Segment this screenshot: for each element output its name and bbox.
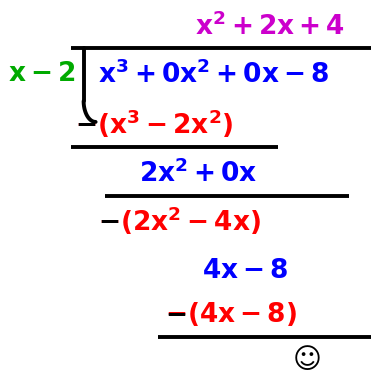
Text: $\mathbf{-(2x^2 - 4x)}$: $\mathbf{-(2x^2 - 4x)}$	[98, 205, 260, 237]
Text: $\mathbf{-}$: $\mathbf{-}$	[98, 208, 119, 234]
Text: $\mathbf{x^2 + 2x + 4}$: $\mathbf{x^2 + 2x + 4}$	[195, 13, 345, 41]
Text: $\mathbf{-(x^3 - 2x^2)}$: $\mathbf{-(x^3 - 2x^2)}$	[75, 107, 233, 140]
Text: $\mathbf{-}$: $\mathbf{-}$	[75, 111, 96, 137]
Text: $\mathbf{-}$: $\mathbf{-}$	[165, 301, 186, 327]
Text: $\mathbf{-(4x - 8)}$: $\mathbf{-(4x - 8)}$	[165, 300, 297, 328]
Text: $\mathbf{x^3 + 0x^2 + 0x - 8}$: $\mathbf{x^3 + 0x^2 + 0x - 8}$	[98, 60, 329, 88]
Text: $\mathbf{4x - 8}$: $\mathbf{4x - 8}$	[202, 258, 289, 283]
Text: $\mathbf{2x^2 + 0x}$: $\mathbf{2x^2 + 0x}$	[139, 159, 257, 187]
Text: $\mathbf{x - 2}$: $\mathbf{x - 2}$	[8, 61, 75, 87]
Text: ☺: ☺	[293, 346, 322, 374]
